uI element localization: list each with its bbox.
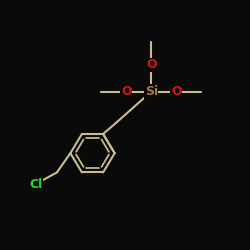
Text: O: O <box>121 85 132 98</box>
Text: Si: Si <box>145 85 158 98</box>
Text: O: O <box>171 85 181 98</box>
Text: Cl: Cl <box>29 178 42 190</box>
Text: O: O <box>146 58 156 71</box>
